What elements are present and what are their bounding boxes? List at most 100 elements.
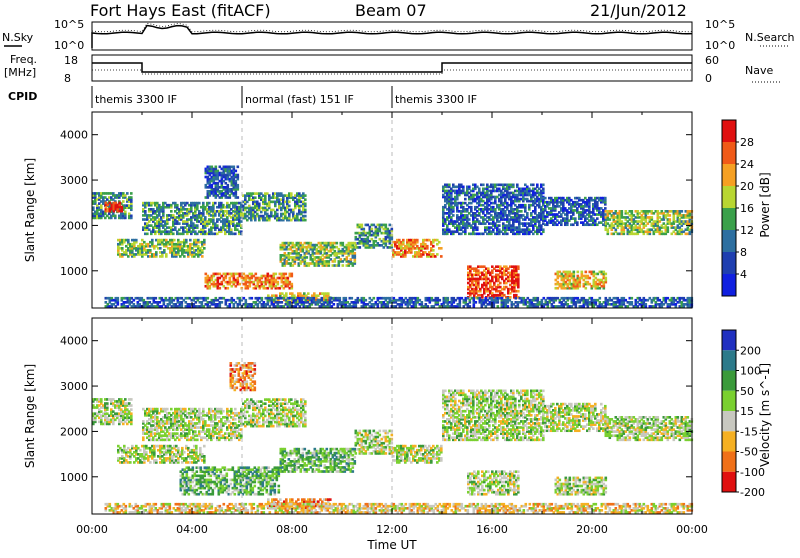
heatmap-cell <box>155 251 158 254</box>
heatmap-cell <box>439 299 442 302</box>
heatmap-cell <box>288 201 291 204</box>
heatmap-cell <box>333 303 336 306</box>
heatmap-cell <box>130 215 133 218</box>
heatmap-cell <box>542 188 545 191</box>
heatmap-cell <box>468 186 471 189</box>
heatmap-cell <box>149 249 152 252</box>
heatmap-cell <box>476 226 479 229</box>
heatmap-cell <box>221 301 224 304</box>
heatmap-cell <box>436 253 439 256</box>
heatmap-cell <box>237 166 240 169</box>
heatmap-cell <box>208 202 211 205</box>
heatmap-cell <box>189 239 192 242</box>
heatmap-cell <box>245 299 248 302</box>
heatmap-cell <box>202 202 205 205</box>
heatmap-cell <box>464 198 467 201</box>
heatmap-cell <box>119 202 122 205</box>
heatmap-cell <box>574 217 577 220</box>
noise-sky-label: N.Sky <box>2 31 34 44</box>
heatmap-cell <box>304 219 307 222</box>
heatmap-cell <box>251 297 254 300</box>
heatmap-cell <box>144 210 147 213</box>
heatmap-cell <box>361 224 364 227</box>
heatmap-cell <box>359 246 362 249</box>
heatmap-cell <box>121 206 124 209</box>
heatmap-cell <box>306 256 309 259</box>
heatmap-cell <box>497 305 500 308</box>
heatmap-cell <box>146 233 149 236</box>
heatmap-cell <box>351 297 354 300</box>
heatmap-cell <box>507 305 510 308</box>
heatmap-cell <box>255 273 258 276</box>
noise-right-tick-bottom: 10^0 <box>705 39 735 52</box>
heatmap-cell <box>307 292 310 295</box>
heatmap-cell <box>151 239 154 242</box>
heatmap-cell <box>304 209 307 212</box>
heatmap-cell <box>426 245 429 248</box>
heatmap-cell <box>509 296 512 299</box>
heatmap-cell <box>524 204 527 207</box>
heatmap-cell <box>204 216 207 219</box>
heatmap-cell <box>532 184 535 187</box>
heatmap-cell <box>651 216 654 219</box>
heatmap-cell <box>304 198 307 201</box>
site-title: Fort Hays East (fitACF) <box>90 1 271 20</box>
freq-left-tick-top: 18 <box>64 54 78 67</box>
heatmap-cell <box>585 271 588 274</box>
heatmap-cell <box>313 297 316 300</box>
heatmap-cell <box>276 213 279 216</box>
heatmap-cell <box>468 218 471 221</box>
heatmap-cell <box>239 283 242 286</box>
heatmap-cell <box>227 287 230 290</box>
heatmap-cell <box>339 297 342 300</box>
heatmap-cell <box>159 247 162 250</box>
heatmap-cell <box>517 265 520 268</box>
heatmap-cell <box>173 239 176 242</box>
freq-panel-frame <box>92 55 692 81</box>
heatmap-cell <box>440 255 443 258</box>
heatmap-cell <box>254 196 257 199</box>
heatmap-cell <box>203 247 206 250</box>
heatmap-cell <box>604 213 607 216</box>
heatmap-cell <box>277 281 280 284</box>
heatmap-cell <box>516 184 519 187</box>
noise-left-tick-top: 10^5 <box>54 18 84 31</box>
freq-right-tick-top: 60 <box>705 54 719 67</box>
heatmap-cell <box>198 202 201 205</box>
heatmap-cell <box>577 271 580 274</box>
heatmap-cell <box>462 186 465 189</box>
heatmap-cell <box>515 297 518 300</box>
heatmap-cell <box>227 184 230 187</box>
heatmap-cell <box>214 202 217 205</box>
heatmap-cell <box>237 196 240 199</box>
heatmap-cell <box>596 217 599 220</box>
cpid-segment-label: themis 3300 IF <box>95 93 177 106</box>
heatmap-cell <box>304 203 307 206</box>
heatmap-cell <box>389 224 392 227</box>
heatmap-cell <box>174 226 177 229</box>
heatmap-cell <box>473 297 476 300</box>
heatmap-cell <box>482 184 485 187</box>
heatmap-cell <box>573 271 576 274</box>
heatmap-cell <box>440 247 443 250</box>
heatmap-cell <box>470 206 473 209</box>
heatmap-cell <box>178 222 181 225</box>
heatmap-cell <box>176 204 179 207</box>
heatmap-cell <box>170 210 173 213</box>
heatmap-cell <box>391 228 394 231</box>
heatmap-cell <box>288 205 291 208</box>
noise-sky-trace <box>92 26 692 49</box>
heatmap-cell <box>275 294 278 297</box>
heatmap-cell <box>130 192 133 195</box>
heatmap-cell <box>365 299 368 302</box>
heatmap-cell <box>233 166 236 169</box>
heatmap-cell <box>669 214 672 217</box>
heatmap-cell <box>517 290 520 293</box>
heatmap-cell <box>130 196 133 199</box>
heatmap-cell <box>385 224 388 227</box>
heatmap-cell <box>605 277 608 280</box>
heatmap-cell <box>237 174 240 177</box>
heatmap-cell <box>261 297 264 300</box>
heatmap-cell <box>363 228 366 231</box>
